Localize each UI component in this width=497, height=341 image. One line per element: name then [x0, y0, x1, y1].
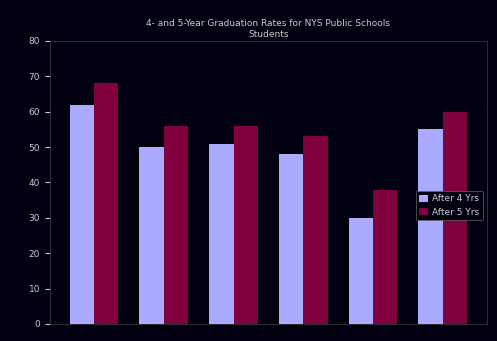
Bar: [348, 218, 373, 324]
Bar: [373, 190, 398, 324]
Bar: [164, 126, 188, 324]
Legend: After 4 Yrs, After 5 Yrs: After 4 Yrs, After 5 Yrs: [415, 191, 483, 220]
Bar: [94, 84, 118, 324]
Bar: [418, 129, 443, 324]
Bar: [443, 112, 467, 324]
Bar: [209, 144, 234, 324]
Bar: [303, 136, 328, 324]
Bar: [70, 105, 94, 324]
Bar: [139, 147, 164, 324]
Bar: [279, 154, 303, 324]
Title: 4- and 5-Year Graduation Rates for NYS Public Schools
Students: 4- and 5-Year Graduation Rates for NYS P…: [147, 19, 390, 39]
Bar: [234, 126, 258, 324]
